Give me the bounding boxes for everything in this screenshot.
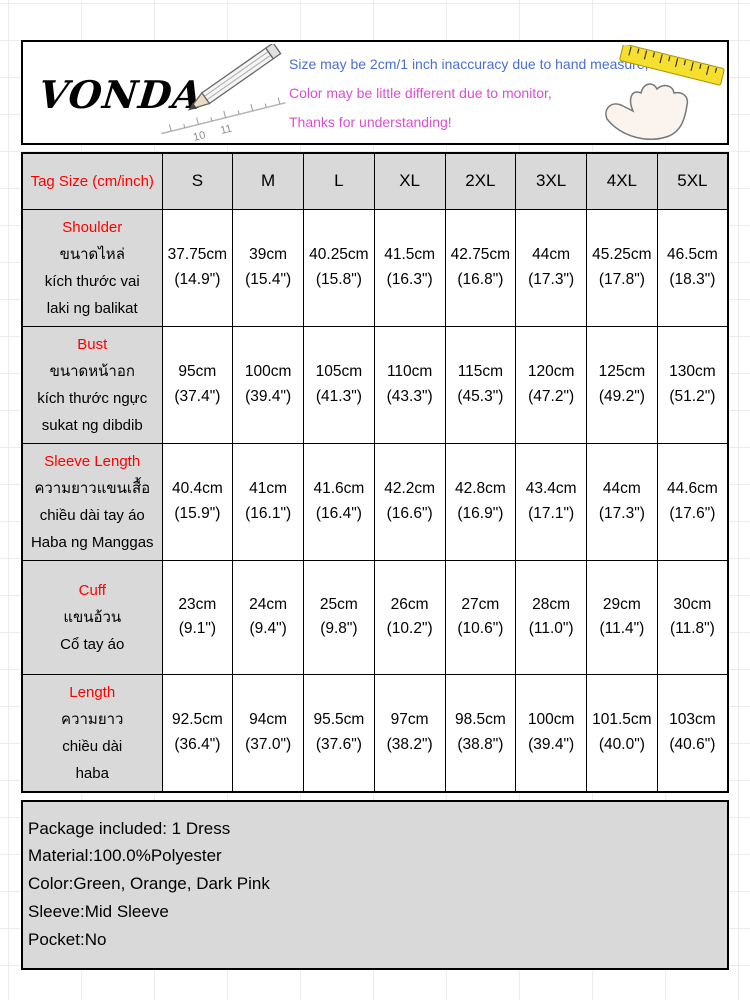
measurement-value: 94cm (37.0") — [232, 673, 304, 792]
measurement-value: 92.5cm (36.4") — [161, 673, 234, 792]
measurement-value: 42.75cm (16.8") — [444, 208, 517, 327]
measurement-label-translations: ขนาดหน้าอก kích thước ngực sukat ng dibd… — [37, 362, 148, 434]
measurement-value: 100cm (39.4") — [515, 673, 587, 792]
note-line: Size may be 2cm/1 inch inaccuracy due to… — [289, 56, 649, 72]
measurement-value: 103cm (40.6") — [656, 673, 729, 792]
measurement-value: 125cm (49.2") — [586, 325, 658, 444]
measurement-value: 97cm (38.2") — [373, 673, 446, 792]
measurement-value: 30cm (11.8") — [656, 559, 729, 675]
hand-measuring-tape-icon — [605, 45, 725, 140]
measurement-label-en: Cuff — [78, 581, 106, 599]
measurement-label-en: Length — [69, 683, 116, 701]
size-col-header: XL — [373, 152, 446, 210]
size-col-header: 2XL — [444, 152, 517, 210]
measurement-value: 115cm (45.3") — [444, 325, 517, 444]
header-banner: VONDA 10 11 Size may be 2cm/1 inch inacc… — [21, 40, 729, 145]
measurement-label: Bust ขนาดหน้าอก kích thước ngực sukat ng … — [21, 325, 163, 444]
product-info-line: Sleeve:Mid Sleeve — [28, 902, 169, 922]
measurement-value: 23cm (9.1") — [161, 559, 234, 675]
measurement-value: 95cm (37.4") — [161, 325, 234, 444]
product-info: Package included: 1 Dress Material:100.0… — [21, 799, 729, 970]
tag-size-header: Tag Size (cm/inch) — [21, 152, 163, 210]
measurement-row: Bust ขนาดหน้าอก kích thước ngực sukat ng … — [21, 325, 729, 444]
measurement-value: 44cm (17.3") — [515, 208, 587, 327]
measurement-row: Cuff แขนอ้วน Cổ tay áo 23cm (9.1") 24cm (9.… — [21, 559, 729, 675]
measurement-value: 40.4cm (15.9") — [161, 442, 234, 561]
size-col-header: 5XL — [656, 152, 729, 210]
product-info-line: Material:100.0%Polyester — [28, 846, 222, 866]
ruler-mark: 10 — [192, 129, 207, 144]
product-info-line: Color:Green, Orange, Dark Pink — [28, 874, 270, 894]
measurement-value: 28cm (11.0") — [515, 559, 587, 675]
measurement-row: Length ความยาว chiều dài haba 92.5cm (36.4… — [21, 673, 729, 792]
measurement-value: 26cm (10.2") — [373, 559, 446, 675]
size-col-header: 4XL — [586, 152, 658, 210]
measurement-value: 41cm (16.1") — [232, 442, 304, 561]
measurement-value: 110cm (43.3") — [373, 325, 446, 444]
measurement-label: Sleeve Length ความยาวแขนเสื้อ chiều dài t… — [21, 442, 163, 561]
measurement-value: 29cm (11.4") — [586, 559, 658, 675]
disclaimer-notes: Size may be 2cm/1 inch inaccuracy due to… — [289, 56, 649, 143]
measurement-row: Shoulder ขนาดไหล่ kích thước vai laki ng … — [21, 208, 729, 327]
measurement-row: Sleeve Length ความยาวแขนเสื้อ chiều dài t… — [21, 442, 729, 561]
size-col-header: M — [232, 152, 304, 210]
measurement-value: 40.25cm (15.8") — [303, 208, 375, 327]
product-info-line: Package included: 1 Dress — [28, 818, 231, 838]
measurement-value: 43.4cm (17.1") — [515, 442, 587, 561]
measurement-value: 45.25cm (17.8") — [586, 208, 658, 327]
measurement-value: 46.5cm (18.3") — [656, 208, 729, 327]
pencil-icon: 10 11 — [161, 44, 286, 144]
measurement-value: 130cm (51.2") — [656, 325, 729, 444]
measurement-value: 44.6cm (17.6") — [656, 442, 729, 561]
measurement-label: Cuff แขนอ้วน Cổ tay áo — [21, 559, 163, 675]
size-header-row: Tag Size (cm/inch) S M L XL 2XL 3XL 4XL 5XL — [21, 152, 729, 210]
measurement-label-en: Bust — [77, 335, 108, 353]
measurement-value: 42.8cm (16.9") — [444, 442, 517, 561]
measurement-value: 27cm (10.6") — [444, 559, 517, 675]
note-line: Thanks for understanding! — [289, 114, 452, 130]
product-info-line: Pocket:No — [28, 930, 107, 949]
measurement-label: Shoulder ขนาดไหล่ kích thước vai laki ng … — [21, 208, 163, 327]
measurement-value: 105cm (41.3") — [303, 325, 375, 444]
measurement-value: 44cm (17.3") — [586, 442, 658, 561]
measurement-label-en: Shoulder — [62, 218, 123, 236]
measurement-label-en: Sleeve Length — [44, 452, 141, 470]
measurement-value: 120cm (47.2") — [515, 325, 587, 444]
note-line: Color may be little different due to mon… — [289, 85, 552, 101]
measurement-value: 24cm (9.4") — [232, 559, 304, 675]
measurement-value: 42.2cm (16.6") — [373, 442, 446, 561]
measurement-label: Length ความยาว chiều dài haba — [21, 673, 163, 792]
measurement-label-translations: ความยาว chiều dài haba — [61, 710, 124, 782]
measurement-value: 98.5cm (38.8") — [444, 673, 517, 792]
measurement-value: 101.5cm (40.0") — [586, 673, 658, 792]
size-col-header: 3XL — [515, 152, 587, 210]
size-col-header: L — [303, 152, 375, 210]
hand-shape — [605, 83, 689, 140]
size-table: Tag Size (cm/inch) S M L XL 2XL 3XL 4XL 5XL Sho… — [21, 152, 729, 793]
measurement-value: 41.5cm (16.3") — [373, 208, 446, 327]
measurement-value: 25cm (9.8") — [303, 559, 375, 675]
size-chart-page: VONDA 10 11 Size may be 2cm/1 inch inacc… — [21, 40, 729, 970]
measurement-label-translations: ความยาวแขนเสื้อ chiều dài tay áo Haba ng… — [30, 479, 154, 551]
ruler-mark: 11 — [219, 123, 233, 137]
size-col-header: S — [161, 152, 234, 210]
measurement-label-translations: ขนาดไหล่ kích thước vai laki ng balikat — [44, 245, 140, 317]
measurement-value: 37.75cm (14.9") — [161, 208, 234, 327]
measurement-value: 41.6cm (16.4") — [303, 442, 375, 561]
measurement-value: 39cm (15.4") — [232, 208, 304, 327]
measurement-label-translations: แขนอ้วน Cổ tay áo — [60, 608, 125, 653]
measurement-value: 95.5cm (37.6") — [303, 673, 375, 792]
measurement-value: 100cm (39.4") — [232, 325, 304, 444]
